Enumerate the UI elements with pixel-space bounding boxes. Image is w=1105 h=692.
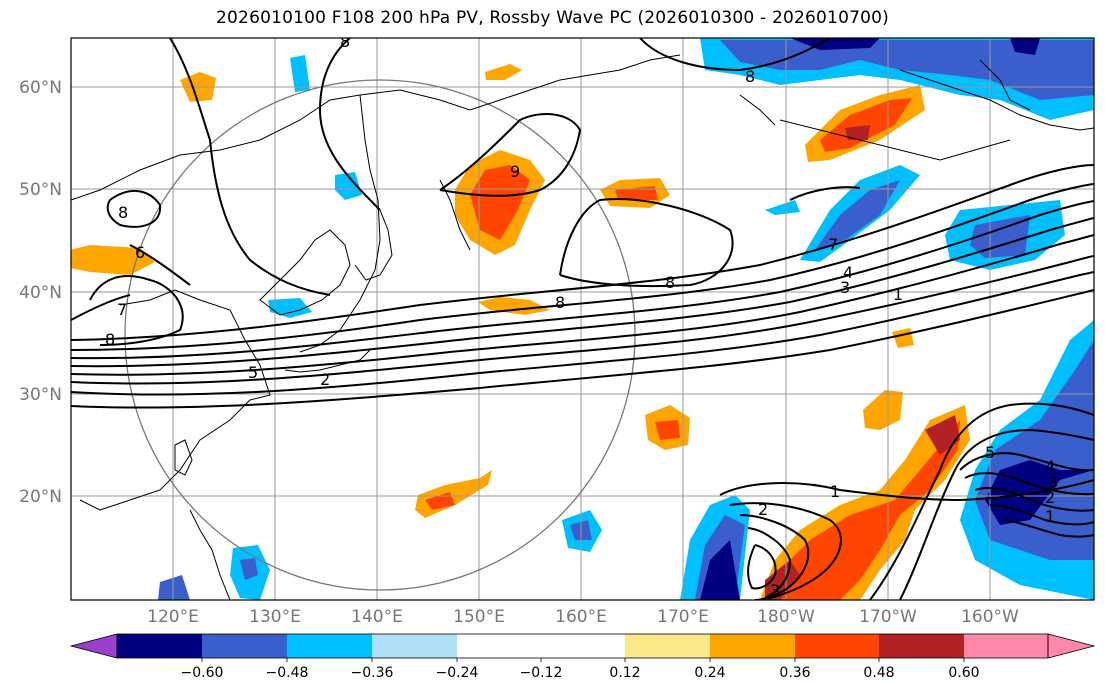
contour-label: 9 xyxy=(510,162,520,181)
colorbar-label: 0.60 xyxy=(948,665,979,681)
contour-label: 4 xyxy=(1045,457,1055,476)
contour-label: 2 xyxy=(1045,488,1055,507)
contour-label: 8 xyxy=(340,32,350,51)
contour-label: 1 xyxy=(893,285,903,304)
contour-label: 8 xyxy=(745,67,755,86)
colorbar-label: −0.24 xyxy=(436,665,479,681)
colorbar-segment xyxy=(541,634,625,658)
colorbar-segment xyxy=(795,634,879,658)
contour-label: 8 xyxy=(665,273,675,292)
colorbar-label: −0.36 xyxy=(351,665,394,681)
lat-tick-labels: 60°N 50°N 40°N 30°N 20°N xyxy=(19,78,62,507)
contour-label: 3 xyxy=(770,581,780,600)
colorbar-segment xyxy=(202,634,287,658)
contour-label: 1 xyxy=(830,482,840,501)
colorbar-max-arrow xyxy=(1047,633,1096,659)
colorbar-segment xyxy=(117,634,202,658)
contour-label: 7 xyxy=(828,235,838,254)
contour-label: 2 xyxy=(758,500,768,519)
colorbar-segment xyxy=(879,634,964,658)
contour-label: 2 xyxy=(320,370,330,389)
contour-label: 3 xyxy=(840,278,850,297)
colorbar-label: −0.60 xyxy=(181,665,224,681)
colorbar-label: 0.36 xyxy=(779,665,810,681)
plot-frame xyxy=(70,37,1095,601)
contour-label: 6 xyxy=(135,243,145,262)
contour-label: 4 xyxy=(843,263,853,282)
lon-tick-label: 160°E xyxy=(555,607,607,627)
lon-tick-labels: 120°E 130°E 140°E 150°E 160°E 170°E 180°… xyxy=(147,607,1019,627)
contour-label: 3 xyxy=(1048,473,1058,492)
contour-label: 8 xyxy=(105,330,115,349)
colorbar-label: 0.48 xyxy=(863,665,894,681)
contour-lines xyxy=(71,38,1094,600)
contour-label: 8 xyxy=(118,203,128,222)
lat-tick-label: 20°N xyxy=(19,487,62,507)
colorbar-segment xyxy=(625,634,710,658)
contour-label: 5 xyxy=(248,363,258,382)
graticule xyxy=(71,38,1094,600)
colorbar-label: −0.12 xyxy=(520,665,563,681)
lat-tick-label: 30°N xyxy=(19,385,62,405)
contour-label: 5 xyxy=(985,443,995,462)
lon-tick-label: 140°E xyxy=(351,607,403,627)
lat-tick-label: 60°N xyxy=(19,78,62,98)
colorbar-segment xyxy=(372,634,457,658)
lon-tick-label: 160°W xyxy=(961,607,1019,627)
lat-tick-label: 50°N xyxy=(19,180,62,200)
map-title: 2026010100 F108 200 hPa PV, Rossby Wave … xyxy=(216,8,889,28)
colorbar-frame xyxy=(116,633,1049,659)
lon-tick-label: 120°E xyxy=(147,607,199,627)
lon-tick-label: 150°E xyxy=(453,607,505,627)
lon-tick-label: 170°E xyxy=(657,607,709,627)
lon-tick-label: 130°E xyxy=(249,607,301,627)
colorbar-label: 0.24 xyxy=(694,665,725,681)
colorbar-label: 0.12 xyxy=(609,665,640,681)
contour-label: 7 xyxy=(117,300,127,319)
lon-tick-label: 180°W xyxy=(757,607,815,627)
colorbar: −0.60 −0.48 −0.36 −0.24 −0.12 0.12 0.24 … xyxy=(69,633,1096,681)
colorbar-segment xyxy=(287,634,372,658)
contour-label: 8 xyxy=(555,293,565,312)
colorbar-segment xyxy=(710,634,795,658)
colorbar-label: −0.48 xyxy=(266,665,309,681)
contour-label: 1 xyxy=(1045,507,1055,526)
contour-labels: 8 8 8 9 6 8 7 8 7 8 5 4 3 1 2 1 2 3 5 4 … xyxy=(105,32,1058,600)
colorbar-segment xyxy=(457,634,541,658)
lon-tick-label: 170°W xyxy=(859,607,917,627)
coastlines xyxy=(71,54,1094,600)
colorbar-min-arrow xyxy=(69,633,118,659)
colorbar-segment xyxy=(964,634,1048,658)
lat-tick-label: 40°N xyxy=(19,283,62,303)
